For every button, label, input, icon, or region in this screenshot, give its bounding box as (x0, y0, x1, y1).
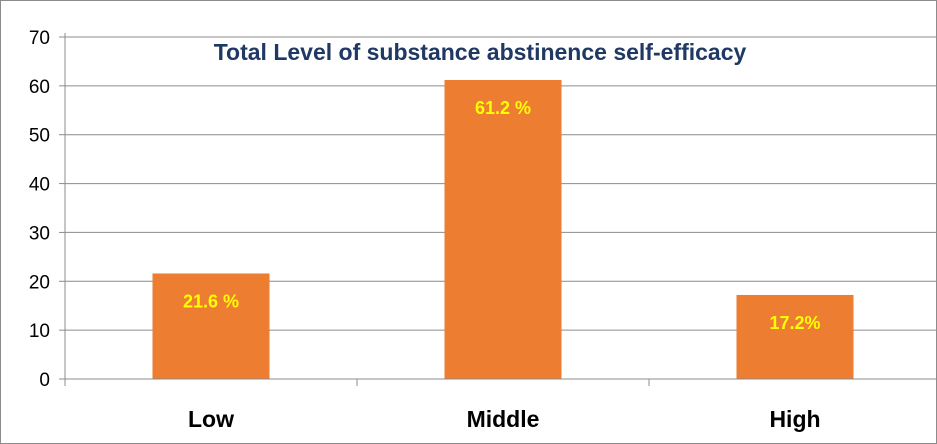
bar-low (152, 273, 270, 379)
x-tick-label: Low (188, 406, 234, 432)
y-tick-label: 40 (29, 175, 50, 196)
bar-middle (444, 79, 562, 379)
y-tick-label: 30 (29, 223, 50, 244)
axes (64, 33, 937, 386)
x-tick-label: High (769, 406, 820, 432)
data-label: 61.2 % (475, 98, 531, 118)
data-label: 21.6 % (183, 291, 239, 311)
y-axis-ticks: 0 10 20 30 40 50 60 70 (29, 28, 65, 391)
y-tick-label: 10 (29, 321, 50, 342)
y-tick-label: 20 (29, 272, 50, 293)
x-axis-ticks: Low Middle High (188, 406, 821, 432)
chart-title: Total Level of substance abstinence self… (214, 39, 747, 65)
data-label: 17.2% (769, 313, 820, 333)
bars (152, 79, 854, 379)
y-tick-label: 70 (29, 28, 50, 49)
data-labels: 21.6 % 61.2 % 17.2% (183, 98, 821, 333)
y-tick-label: 60 (29, 77, 50, 98)
y-tick-label: 50 (29, 126, 50, 147)
x-tick-label: Middle (467, 406, 540, 432)
bar-high (736, 294, 854, 379)
y-tick-label: 0 (39, 370, 50, 391)
